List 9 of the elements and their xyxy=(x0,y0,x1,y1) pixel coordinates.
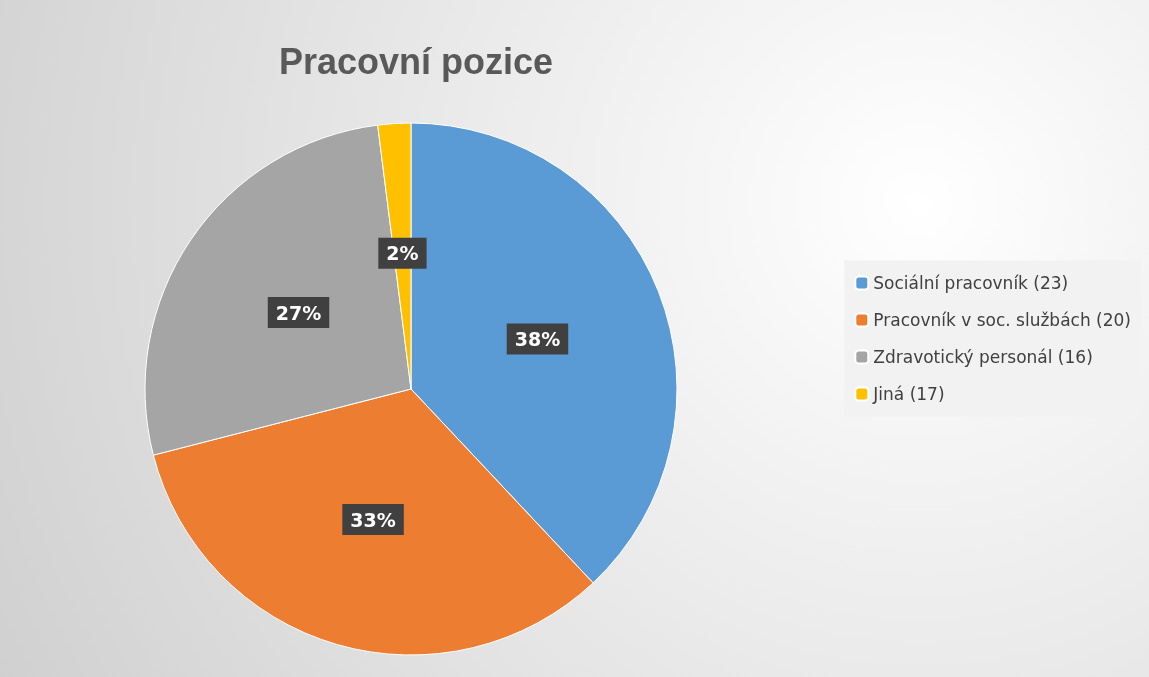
chart-title: Pracovní pozice xyxy=(278,40,554,82)
data-label: 38% xyxy=(514,327,561,350)
legend-label: Pracovník v soc. službách (20) xyxy=(873,310,1132,330)
legend-label: Zdravotický personál (16) xyxy=(873,347,1093,367)
legend-label: Jiná (17) xyxy=(872,384,945,404)
data-label: 2% xyxy=(386,242,419,265)
legend-label: Sociální pracovník (23) xyxy=(873,273,1069,293)
data-label: 33% xyxy=(350,508,396,531)
data-label: 27% xyxy=(275,301,322,324)
